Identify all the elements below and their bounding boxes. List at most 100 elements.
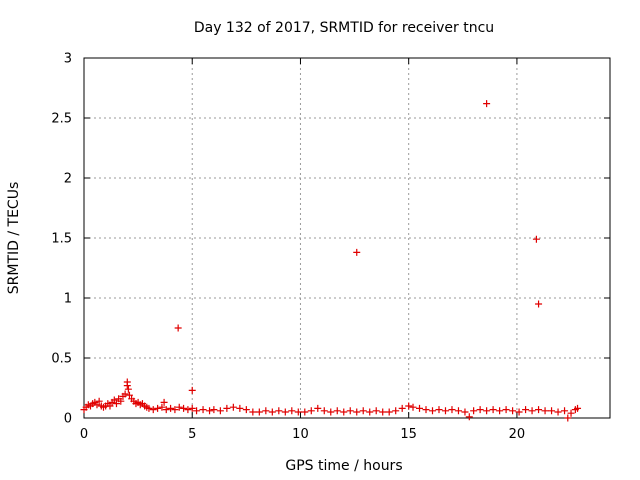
data-point	[409, 403, 417, 411]
data-point	[359, 407, 367, 415]
x-tick-label: 20	[509, 427, 526, 442]
data-point	[288, 407, 296, 415]
y-tick-label: 1.5	[51, 232, 72, 247]
data-point	[174, 324, 182, 332]
data-point	[483, 100, 491, 108]
data-point	[398, 404, 406, 412]
data-point	[496, 407, 504, 415]
data-point	[223, 404, 231, 412]
data-point	[275, 407, 283, 415]
y-tick-label: 1	[64, 292, 72, 307]
data-point	[301, 408, 309, 416]
data-point	[154, 404, 162, 412]
data-point	[160, 398, 168, 406]
data-point	[372, 407, 380, 415]
data-point	[509, 407, 517, 415]
data-point	[307, 407, 315, 415]
data-point	[422, 406, 430, 414]
data-point	[188, 386, 196, 394]
data-point	[441, 407, 449, 415]
y-axis-label: SRMTID / TECUs	[6, 182, 22, 295]
data-point	[123, 382, 131, 390]
data-point	[483, 407, 491, 415]
data-point	[145, 404, 153, 412]
x-tick-label: 5	[188, 427, 196, 442]
data-point	[429, 407, 437, 415]
data-point	[121, 390, 129, 398]
data-point	[262, 407, 270, 415]
data-point	[249, 408, 257, 416]
data-point	[366, 408, 374, 416]
data-point	[385, 408, 393, 416]
data-point	[567, 409, 575, 417]
data-point	[167, 404, 175, 412]
data-point	[548, 407, 556, 415]
data-point	[175, 403, 183, 411]
data-point	[346, 407, 354, 415]
data-point	[112, 400, 120, 408]
data-point	[281, 408, 289, 416]
data-point	[489, 406, 497, 414]
data-point	[465, 413, 473, 421]
data-point	[180, 404, 188, 412]
y-tick-label: 2	[64, 172, 72, 187]
data-point	[392, 407, 400, 415]
data-point	[554, 408, 562, 416]
data-point	[522, 406, 530, 414]
data-point	[199, 406, 207, 414]
data-point	[461, 408, 469, 416]
axis-ticks: 0 5 10 15 20 0 0.5 1 1.5 2 2.5 3	[51, 52, 610, 442]
data-point	[117, 397, 125, 405]
data-point	[535, 300, 543, 308]
data-point	[255, 408, 263, 416]
data-point	[158, 403, 166, 411]
x-tick-label: 10	[292, 427, 309, 442]
data-point	[171, 406, 179, 414]
data-point	[106, 402, 114, 410]
data-point	[149, 406, 157, 414]
data-point	[193, 407, 201, 415]
data-point	[340, 408, 348, 416]
data-point	[448, 406, 456, 414]
data-point	[502, 406, 510, 414]
data-point	[124, 385, 132, 393]
data-point	[93, 401, 101, 409]
data-point	[528, 407, 536, 415]
y-tick-label: 2.5	[51, 112, 72, 127]
data-point	[110, 396, 118, 404]
plot-frame	[83, 57, 611, 419]
x-axis-label: GPS time / hours	[285, 458, 402, 474]
data-point	[561, 407, 569, 415]
y-tick-label: 3	[64, 52, 72, 67]
data-point	[236, 404, 244, 412]
data-point	[574, 404, 582, 412]
data-point	[564, 414, 572, 422]
data-point	[470, 407, 478, 415]
data-point	[454, 407, 462, 415]
data-point	[535, 406, 543, 414]
data-point	[95, 397, 103, 405]
x-tick-label: 15	[400, 427, 417, 442]
data-point	[320, 407, 328, 415]
data-point	[333, 407, 341, 415]
data-point	[435, 406, 443, 414]
chart-title: Day 132 of 2017, SRMTID for receiver tnc…	[194, 20, 494, 36]
data-point	[541, 407, 549, 415]
data-point	[268, 408, 276, 416]
data-point	[327, 408, 335, 416]
data-point	[210, 406, 218, 414]
data-point	[353, 408, 361, 416]
x-tick-label: 0	[80, 427, 88, 442]
data-point	[353, 248, 361, 256]
data-point	[405, 402, 413, 410]
data-point	[206, 407, 214, 415]
data-point	[162, 406, 170, 414]
y-tick-label: 0	[64, 412, 72, 427]
data-series	[80, 100, 582, 422]
data-point	[229, 403, 237, 411]
data-point	[184, 406, 192, 414]
data-point	[294, 408, 302, 416]
data-point	[476, 406, 484, 414]
data-point	[416, 404, 424, 412]
